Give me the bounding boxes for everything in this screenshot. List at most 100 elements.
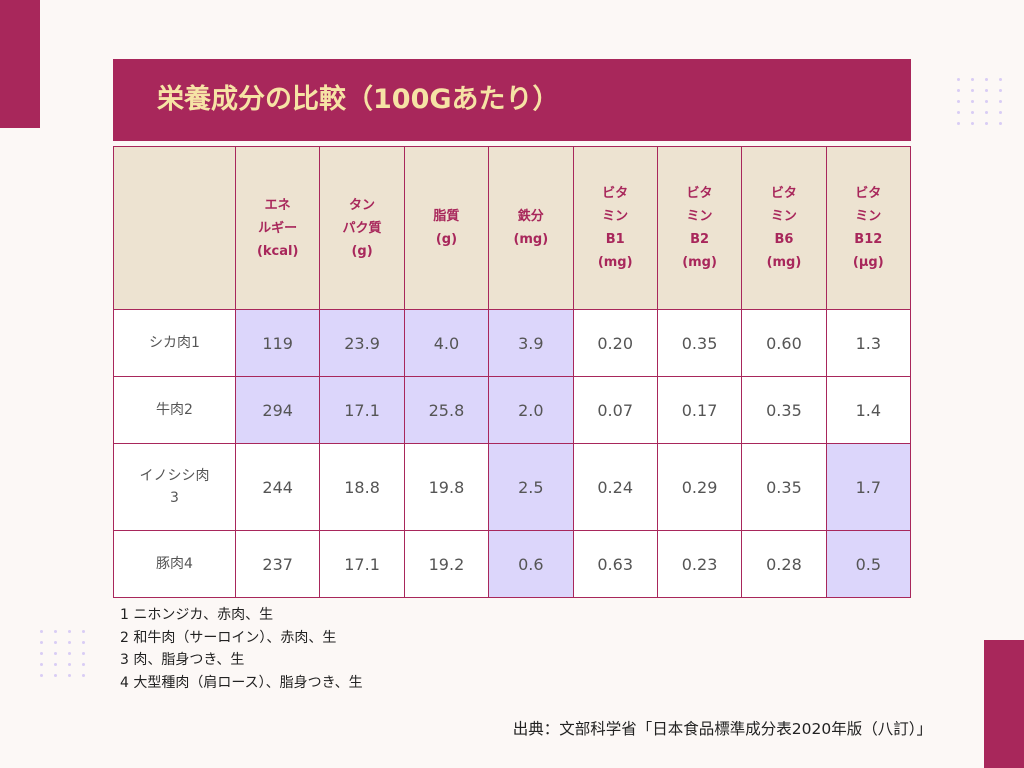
header-energy: エネ ルギー (kcal)	[234, 146, 321, 310]
decor-dot	[54, 641, 57, 644]
table-cell: 0.35	[741, 443, 827, 531]
decor-dot	[985, 122, 988, 125]
decor-dot-grid-top-right	[957, 78, 1005, 125]
table-header-row: エネ ルギー (kcal) タン パク質 (g) 脂質 (g) 鉄分 (mg) …	[113, 146, 912, 310]
table-cell: 0.17	[656, 376, 743, 444]
decor-dot-grid-bottom-left	[40, 630, 88, 677]
decor-dot	[957, 122, 960, 125]
decor-dot	[54, 663, 57, 666]
decor-dot	[957, 89, 960, 92]
row-label-text: イノシシ肉 3	[139, 468, 210, 506]
decor-dot	[40, 641, 43, 644]
table-cell: 237	[234, 530, 321, 598]
table-cell: 17.1	[319, 376, 405, 444]
decor-dot	[82, 641, 85, 644]
decor-dot	[82, 663, 85, 666]
table-cell: 17.1	[319, 530, 405, 598]
decor-dot	[957, 111, 960, 114]
table-cell: 0.6	[488, 530, 574, 598]
table-cell: 3.9	[488, 309, 574, 377]
decor-dot	[999, 100, 1002, 103]
table-cell: 0.20	[572, 309, 658, 377]
decor-dot	[82, 674, 85, 677]
decor-dot	[40, 630, 43, 633]
decor-dot	[985, 100, 988, 103]
table-cell: 0.60	[741, 309, 827, 377]
row-label: シカ肉1	[113, 309, 236, 377]
table-cell: 0.35	[656, 309, 743, 377]
table-row: シカ肉1 119 23.9 4.0 3.9 0.20 0.35 0.60 1.3	[113, 309, 912, 377]
decor-dot	[40, 652, 43, 655]
decor-dot	[999, 89, 1002, 92]
row-label: イノシシ肉 3	[113, 443, 236, 531]
footnote: 4 大型種肉（肩ロース）、脂身つき、生	[120, 674, 363, 691]
header-vitamin-b2: ビタ ミン B2 (mg)	[656, 146, 743, 310]
decor-dot	[999, 78, 1002, 81]
decor-dot	[40, 674, 43, 677]
decor-dot	[40, 663, 43, 666]
table-row: 牛肉2 294 17.1 25.8 2.0 0.07 0.17 0.35 1.4	[113, 376, 912, 444]
table-cell: 119	[234, 309, 321, 377]
decor-dot	[971, 89, 974, 92]
decor-dot	[82, 630, 85, 633]
decor-dot	[68, 652, 71, 655]
decor-bar-top-left	[0, 0, 40, 128]
footnote: 1 ニホンジカ、赤肉、生	[120, 607, 274, 623]
header-vitamin-b1: ビタ ミン B1 (mg)	[572, 146, 658, 310]
decor-dot	[985, 111, 988, 114]
table-cell: 1.4	[825, 376, 912, 444]
decor-dot	[68, 630, 71, 633]
decor-dot	[68, 663, 71, 666]
header-protein: タン パク質 (g)	[319, 146, 405, 310]
table-cell: 0.63	[572, 530, 658, 598]
footnote: 3 肉、脂身つき、生	[120, 652, 245, 668]
table-cell: 0.07	[572, 376, 658, 444]
decor-dot	[971, 122, 974, 125]
decor-dot	[54, 652, 57, 655]
header-iron: 鉄分 (mg)	[488, 146, 574, 310]
row-label: 豚肉4	[113, 530, 236, 598]
header-fat: 脂質 (g)	[403, 146, 490, 310]
footnote: 2 和牛肉（サーロイン）、赤肉、生	[120, 629, 337, 646]
header-vitamin-b6: ビタ ミン B6 (mg)	[741, 146, 827, 310]
decor-dot	[999, 122, 1002, 125]
decor-dot	[971, 111, 974, 114]
decor-dot	[54, 630, 57, 633]
header-vitamin-b12: ビタ ミン B12 (μg)	[825, 146, 912, 310]
table-cell: 19.8	[403, 443, 490, 531]
table-cell: 25.8	[403, 376, 490, 444]
decor-dot	[957, 78, 960, 81]
table-cell: 0.29	[656, 443, 743, 531]
row-label-text: 牛肉2	[156, 402, 193, 418]
decor-dot	[68, 641, 71, 644]
table-cell: 244	[234, 443, 321, 531]
decor-dot	[957, 100, 960, 103]
table-cell: 1.7	[825, 443, 912, 531]
header-corner	[113, 146, 236, 310]
table-row: 豚肉4 237 17.1 19.2 0.6 0.63 0.23 0.28 0.5	[113, 530, 912, 598]
decor-bar-bottom-right	[984, 640, 1024, 768]
decor-dot	[971, 100, 974, 103]
decor-dot	[985, 89, 988, 92]
table-cell: 0.28	[741, 530, 827, 598]
row-label-text: シカ肉1	[149, 335, 200, 351]
table-cell: 4.0	[403, 309, 490, 377]
footnotes: 1 ニホンジカ、赤肉、生 2 和牛肉（サーロイン）、赤肉、生 3 肉、脂身つき、…	[120, 604, 363, 694]
source-citation: 出典：文部科学省「日本食品標準成分表2020年版（八訂）」	[512, 720, 932, 738]
table-cell: 0.5	[825, 530, 912, 598]
decor-dot	[971, 78, 974, 81]
table-cell: 2.0	[488, 376, 574, 444]
table-cell: 1.3	[825, 309, 912, 377]
decor-dot	[82, 652, 85, 655]
table-cell: 23.9	[319, 309, 405, 377]
table-cell: 18.8	[319, 443, 405, 531]
nutrition-table: エネ ルギー (kcal) タン パク質 (g) 脂質 (g) 鉄分 (mg) …	[113, 146, 912, 598]
table-cell: 0.35	[741, 376, 827, 444]
table-cell: 0.23	[656, 530, 743, 598]
decor-dot	[985, 78, 988, 81]
table-row: イノシシ肉 3 244 18.8 19.8 2.5 0.24 0.29 0.35 1.7	[113, 443, 912, 531]
row-label-text: 豚肉4	[156, 556, 193, 572]
decor-dot	[999, 111, 1002, 114]
table-cell: 19.2	[403, 530, 490, 598]
decor-dot	[68, 674, 71, 677]
